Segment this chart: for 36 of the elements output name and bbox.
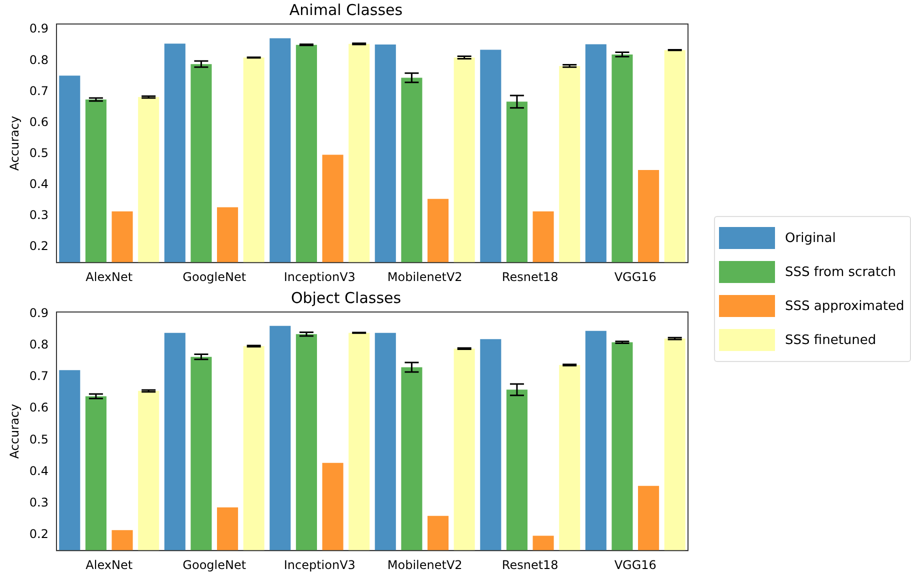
x-tick-label: InceptionV3 (284, 558, 356, 572)
x-tick-label: VGG16 (614, 270, 656, 284)
y-tick-label: 0.6 (29, 400, 48, 415)
y-tick-label: 0.8 (29, 52, 48, 67)
y-tick-label: 0.2 (29, 239, 48, 254)
y-tick-label: 0.4 (29, 464, 48, 478)
x-tick-label: MobilenetV2 (387, 270, 462, 284)
legend-label: SSS finetuned (785, 332, 876, 348)
y-tick-label: 0.5 (29, 146, 48, 160)
chart-title: Object Classes (290, 288, 402, 307)
legend-label: SSS from scratch (785, 264, 896, 280)
y-tick-label: 0.9 (29, 22, 48, 36)
legend-label: Original (785, 230, 836, 246)
x-tick-label: Resnet18 (502, 558, 558, 572)
chart-title: Animal Classes (289, 0, 403, 19)
x-tick-label: GoogleNet (182, 558, 246, 572)
x-tick-label: AlexNet (86, 270, 133, 284)
y-tick-label: 0.3 (29, 495, 48, 510)
x-tick-label: Resnet18 (502, 270, 558, 284)
y-tick-label: 0.2 (29, 526, 48, 541)
y-tick-label: 0.5 (29, 432, 48, 446)
y-tick-label: 0.4 (29, 177, 48, 192)
y-axis-title: Accuracy (7, 404, 22, 459)
x-tick-label: InceptionV3 (284, 270, 356, 284)
y-tick-label: 0.3 (29, 208, 48, 222)
x-tick-label: AlexNet (86, 558, 133, 572)
y-tick-label: 0.6 (29, 114, 48, 129)
y-tick-label: 0.7 (29, 84, 48, 98)
x-tick-label: VGG16 (614, 558, 656, 572)
legend-label: SSS approximated (785, 298, 904, 314)
y-axis-title: Accuracy (7, 116, 22, 171)
y-tick-label: 0.7 (29, 369, 48, 384)
x-tick-label: MobilenetV2 (387, 558, 462, 572)
y-tick-label: 0.9 (29, 306, 48, 320)
y-tick-label: 0.8 (29, 338, 48, 352)
x-tick-label: GoogleNet (182, 270, 246, 284)
